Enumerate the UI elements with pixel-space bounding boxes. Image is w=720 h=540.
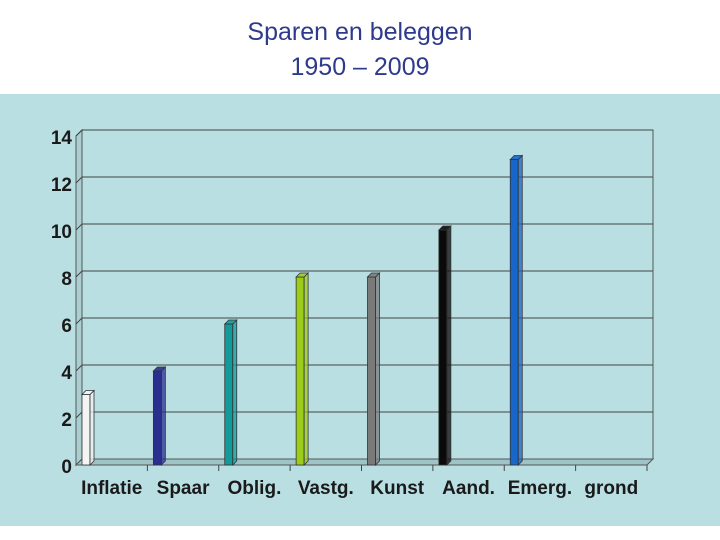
bar-side [375,272,380,466]
bar [81,394,91,466]
y-tick-label: 0 [61,457,72,478]
gridline-side [75,176,83,184]
bar [224,323,234,466]
slide-subtitle: 1950 – 2009 [290,53,430,81]
bar-top [81,390,95,395]
bar-top [152,366,167,372]
gridline-side [75,129,83,137]
bar [367,276,376,466]
x-tick-label: Kunst [370,478,425,499]
bar-top [223,319,238,325]
bar-side [446,225,452,466]
y-tick-label: 2 [61,410,72,431]
y-tick-label: 6 [61,316,72,337]
bar-top [295,272,310,278]
x-tick-label: Emerg. [508,478,572,499]
y-tick-label: 10 [51,222,72,243]
y-tick-label: 14 [51,128,73,149]
bar-top [509,155,524,160]
bar [295,276,305,466]
bar [509,159,519,466]
bar-side [517,154,523,466]
x-tick-label: grond [584,478,638,499]
x-tick-label: Vastg. [298,478,354,499]
bar [152,370,162,466]
gridline-side [75,411,83,419]
bar-side [89,389,95,466]
x-tick-label: Oblig. [228,478,282,499]
gridline-side [75,317,83,325]
bar-top [437,225,452,231]
x-tick-label: Inflatie [81,478,142,499]
bar [438,229,448,466]
bar-side [303,272,309,466]
gridline-side [75,270,83,278]
y-tick-label: 8 [61,269,72,290]
plot-floor [74,458,655,466]
bar-side [232,319,238,466]
bar-side [160,366,166,466]
x-tick-label: Aand. [442,478,495,499]
slide-title: Sparen en beleggen [247,18,473,46]
gridline-side [75,364,83,372]
y-tick-label: 4 [61,363,72,384]
bar-top [366,272,381,278]
gridline-side [75,223,83,231]
y-tick-label: 12 [51,175,72,196]
x-tick-label: Spaar [157,478,210,499]
